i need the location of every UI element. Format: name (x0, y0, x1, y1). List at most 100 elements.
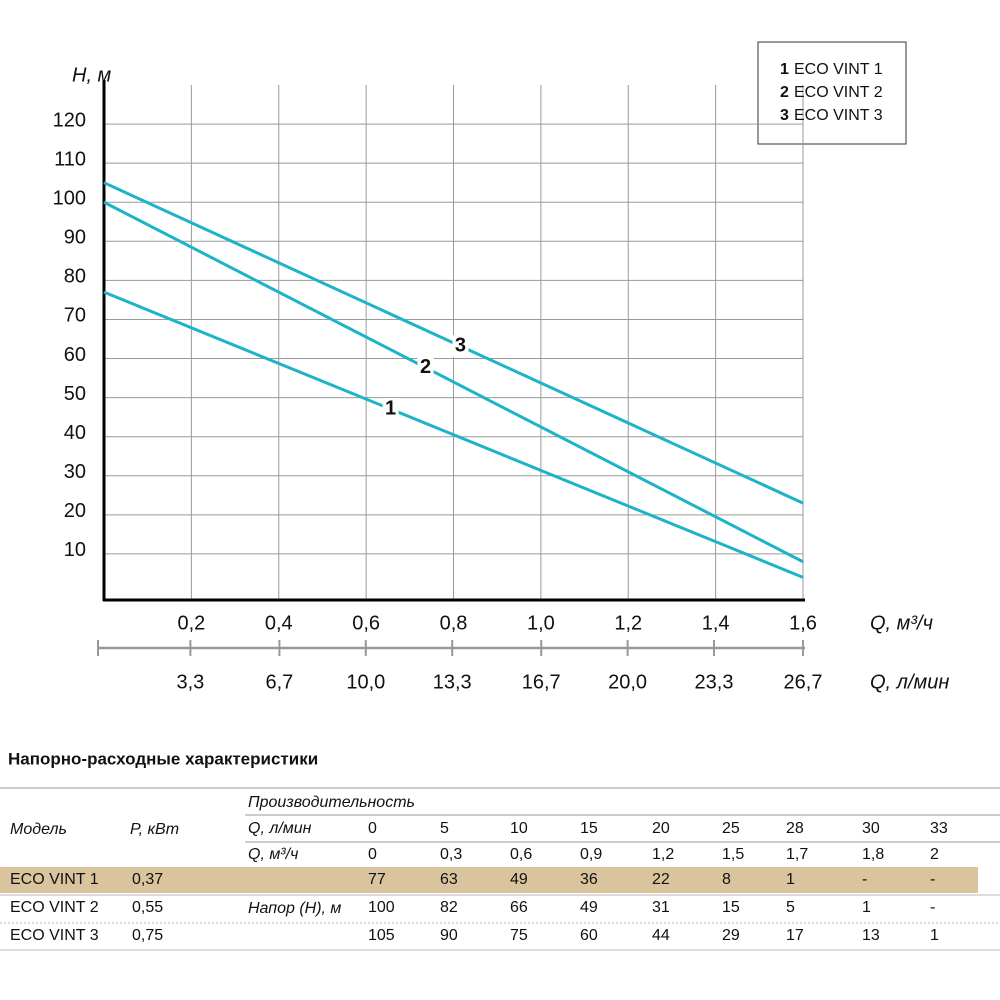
x-tick-label: 1,2 (614, 612, 642, 634)
y-tick-label: 30 (64, 461, 86, 483)
power-cell: 0,37 (132, 871, 163, 888)
value-cell: 8 (722, 871, 731, 888)
y-tick-label: 90 (64, 227, 86, 249)
x-tick-label: 0,8 (440, 612, 468, 634)
value-cell: 100 (368, 899, 395, 916)
header-cell: 33 (930, 820, 948, 837)
header-cell: 30 (862, 820, 880, 837)
value-cell: 31 (652, 899, 670, 916)
value-cell: - (862, 871, 867, 888)
value-cell: 17 (786, 927, 804, 944)
x2-tick-label: 26,7 (784, 671, 823, 693)
line-label-bg (382, 398, 399, 421)
x-tick-label: 0,2 (177, 612, 205, 634)
header-cell: 5 (440, 820, 449, 837)
header-cell: 1,8 (862, 846, 884, 863)
value-cell: 1 (786, 871, 795, 888)
power-cell: 0,75 (132, 927, 163, 944)
value-cell: 36 (580, 871, 598, 888)
header-cell: 20 (652, 820, 670, 837)
legend-label: ECO VINT 1 (794, 61, 883, 78)
y-tick-label: 80 (64, 266, 86, 288)
value-cell: 13 (862, 927, 880, 944)
y-tick-label: 70 (64, 305, 86, 327)
value-cell: 49 (510, 871, 528, 888)
model-cell: ECO VINT 2 (10, 899, 99, 916)
x2-tick-label: 10,0 (346, 671, 385, 693)
value-cell: 22 (652, 871, 670, 888)
model-cell: ECO VINT 3 (10, 927, 99, 944)
header-cell: 1,2 (652, 846, 674, 863)
legend-box (757, 41, 907, 145)
series-line (103, 200, 804, 564)
line-label: 3 (455, 334, 466, 356)
header-model: Модель (10, 821, 67, 838)
header-cell: 1,7 (786, 846, 808, 863)
header-performance: Производительность (248, 794, 415, 811)
header-cell: 10 (510, 820, 528, 837)
x2-tick-label: 23,3 (695, 671, 734, 693)
header-cell: 0 (368, 846, 377, 863)
value-cell: 44 (652, 927, 670, 944)
legend-number: 3 (780, 107, 789, 124)
value-cell: 105 (368, 927, 395, 944)
header-cell: 25 (722, 820, 740, 837)
legend-number: 1 (780, 61, 789, 78)
value-cell: 82 (440, 899, 458, 916)
header-head: Напор (H), м (248, 900, 341, 917)
y-tick-label: 110 (54, 148, 86, 170)
value-cell: 5 (786, 899, 795, 916)
x2-axis-label: Q, л/мин (870, 671, 949, 693)
header-q-lmin: Q, л/мин (248, 820, 312, 837)
y-tick-label: 100 (53, 188, 86, 210)
header-cell: 0,9 (580, 846, 602, 863)
y-tick-label: 120 (53, 109, 86, 131)
value-cell: 66 (510, 899, 528, 916)
x2-tick-label: 16,7 (522, 671, 561, 693)
value-cell: 49 (580, 899, 598, 916)
value-cell: 29 (722, 927, 740, 944)
line-label-bg (452, 335, 469, 358)
value-cell: 90 (440, 927, 458, 944)
header-cell: 28 (786, 820, 804, 837)
x-tick-label: 1,6 (789, 612, 817, 634)
value-cell: 15 (722, 899, 740, 916)
value-cell: 1 (930, 927, 939, 944)
legend-label: ECO VINT 3 (794, 107, 883, 124)
header-cell: 2 (930, 846, 939, 863)
y-tick-label: 50 (64, 383, 86, 405)
line-label-bg (417, 356, 434, 379)
y-tick-label: 60 (64, 344, 86, 366)
header-q-m3h: Q, м³/ч (248, 846, 298, 863)
y-axis-label: H, м (72, 64, 112, 86)
value-cell: - (930, 899, 935, 916)
x-tick-label: 1,4 (702, 612, 730, 634)
value-cell: 60 (580, 927, 598, 944)
x2-tick-label: 6,7 (265, 671, 293, 693)
x-tick-label: 1,0 (527, 612, 555, 634)
value-cell: 77 (368, 871, 386, 888)
x2-tick-label: 20,0 (608, 671, 647, 693)
x-tick-label: 0,4 (265, 612, 293, 634)
legend-number: 2 (780, 84, 789, 101)
header-power: P, кВт (130, 821, 179, 838)
header-cell: 0,3 (440, 846, 462, 863)
value-cell: 63 (440, 871, 458, 888)
line-label: 1 (385, 397, 396, 419)
value-cell: 1 (862, 899, 871, 916)
header-cell: 1,5 (722, 846, 744, 863)
series-line (103, 290, 804, 579)
line-label: 2 (420, 356, 431, 378)
y-tick-label: 40 (64, 422, 86, 444)
x2-tick-label: 3,3 (176, 671, 204, 693)
header-cell: 0 (368, 820, 377, 837)
x-axis-label: Q, м³/ч (870, 612, 933, 634)
y-tick-label: 10 (64, 539, 86, 561)
x-tick-label: 0,6 (352, 612, 380, 634)
legend-label: ECO VINT 2 (794, 84, 883, 101)
value-cell: - (930, 871, 935, 888)
table-title: Напорно-расходные характеристики (8, 749, 318, 768)
x2-tick-label: 13,3 (433, 671, 472, 693)
